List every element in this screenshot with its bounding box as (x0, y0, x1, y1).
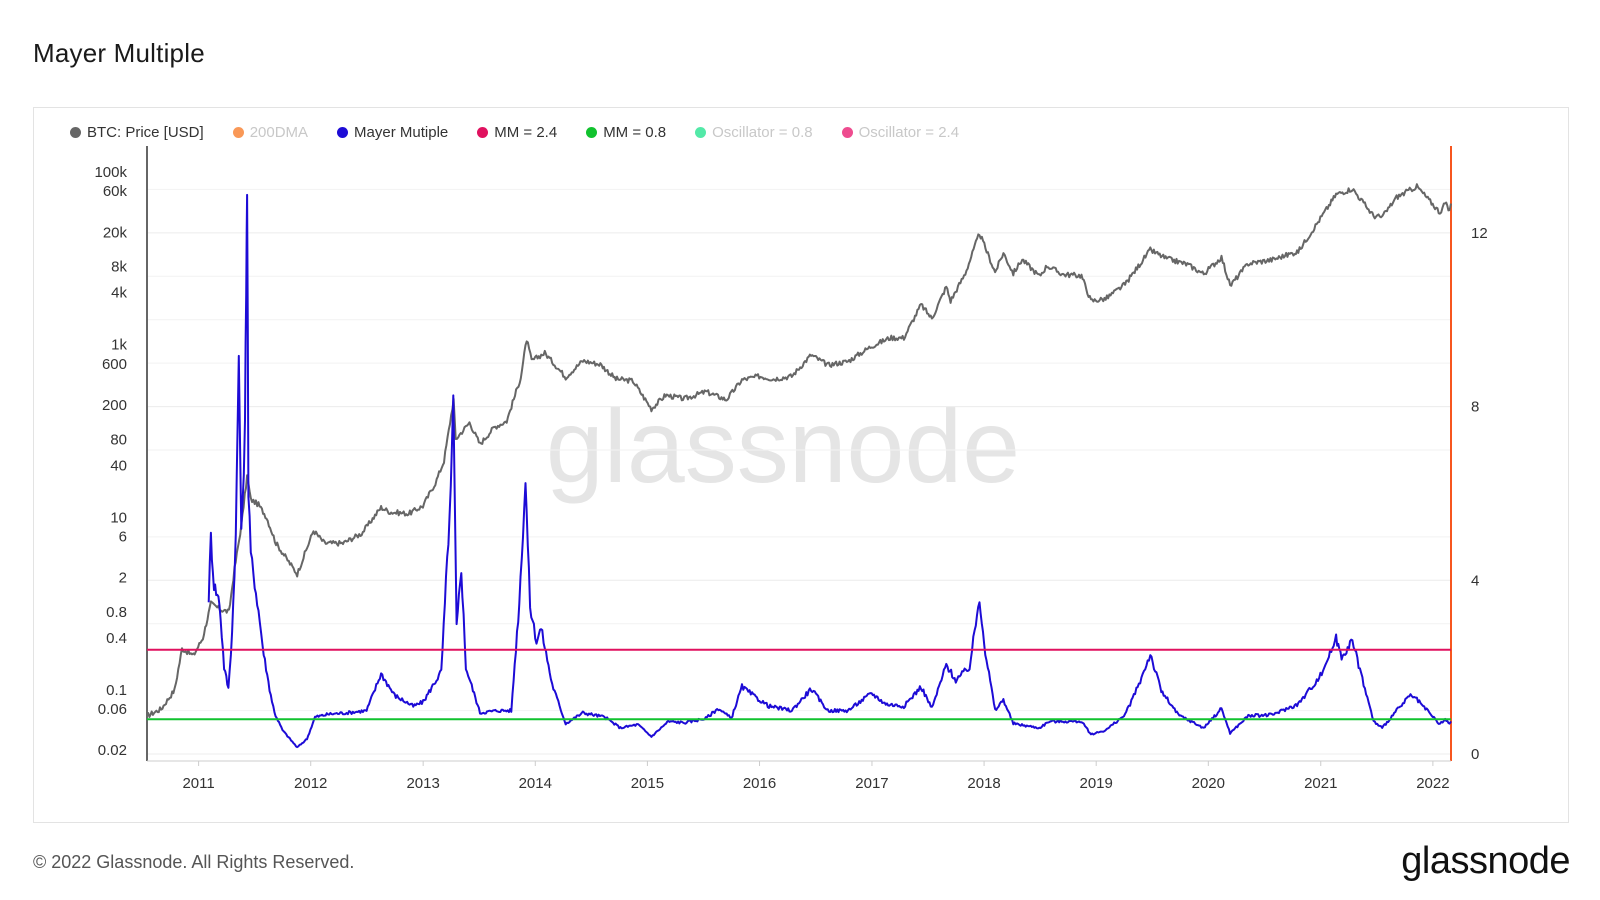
x-tick-label: 2012 (294, 775, 327, 792)
legend-label: MM = 0.8 (603, 123, 667, 141)
legend-item[interactable]: MM = 0.8 (586, 124, 666, 141)
y-left-tick-label: 0.8 (106, 604, 127, 621)
x-tick-label: 2017 (855, 775, 888, 792)
legend-item[interactable]: 200DMA (232, 123, 309, 141)
legend-label: MM = 2.4 (494, 123, 558, 141)
y-left-tick-label: 100k (94, 164, 127, 181)
x-tick-label: 2011 (182, 775, 214, 792)
watermark: glassnode (546, 389, 1020, 505)
x-tick-label: 2014 (519, 775, 552, 792)
y-right-tick-label: 0 (1471, 746, 1479, 763)
axes: 100k60k20k8k4k1k600200804010620.80.40.10… (94, 146, 1488, 792)
x-tick-label: 2016 (743, 775, 776, 792)
legend-dot-icon (70, 126, 81, 138)
x-tick-label: 2015 (631, 775, 664, 792)
legend-label: 200DMA (249, 123, 309, 141)
x-tick-label: 2021 (1304, 775, 1337, 792)
legend-item[interactable]: Oscillator = 0.8 (695, 123, 813, 141)
legend-dot-icon (841, 126, 853, 138)
y-left-tick-label: 6 (119, 528, 127, 545)
y-left-tick-label: 40 (110, 457, 127, 474)
legend-label: BTC: Price [USD] (87, 123, 204, 141)
legend-dot-icon (586, 126, 598, 138)
footer-copyright: © 2022 Glassnode. All Rights Reserved. (33, 852, 355, 872)
legend-item[interactable]: BTC: Price [USD] (70, 124, 204, 141)
mayer-multiple-line (207, 193, 1452, 749)
x-tick-label: 2018 (967, 775, 1000, 792)
legend-item[interactable]: MM = 2.4 (477, 124, 557, 141)
x-tick-label: 2022 (1416, 775, 1449, 792)
legend-label: Mayer Mutiple (354, 123, 449, 141)
x-tick-label: 2020 (1192, 775, 1225, 792)
y-left-tick-label: 0.1 (106, 682, 127, 699)
y-left-tick-label: 20k (103, 224, 128, 241)
y-left-tick-label: 600 (102, 356, 127, 373)
legend-label: Oscillator = 0.8 (712, 123, 813, 141)
y-right-tick-label: 4 (1471, 572, 1479, 589)
glassnode-logo[interactable]: glassnode (1401, 840, 1570, 882)
x-tick-label: 2019 (1080, 775, 1113, 792)
y-left-tick-label: 80 (110, 431, 127, 448)
y-left-tick-label: 0.4 (106, 630, 127, 647)
chart-panel (33, 107, 1569, 823)
y-left-tick-label: 1k (111, 337, 127, 354)
y-left-tick-label: 60k (103, 183, 128, 200)
x-tick-label: 2013 (406, 775, 439, 792)
series-layer (146, 183, 1452, 749)
legend-dot-icon (695, 126, 707, 138)
legend-item[interactable]: Mayer Mutiple (337, 124, 448, 141)
y-left-tick-label: 4k (111, 285, 127, 302)
legend-item[interactable]: Oscillator = 2.4 (841, 123, 960, 141)
y-left-tick-label: 10 (110, 509, 127, 526)
y-left-tick-label: 200 (102, 397, 127, 414)
y-left-tick-label: 0.06 (98, 701, 127, 718)
y-left-tick-label: 8k (111, 259, 127, 276)
y-left-tick-label: 0.02 (98, 742, 127, 759)
legend-dot-icon (337, 126, 349, 138)
y-left-tick-label: 2 (119, 570, 127, 587)
grid-lines (147, 188, 1451, 755)
y-right-tick-label: 12 (1471, 225, 1488, 242)
legend-dot-icon (232, 126, 244, 138)
legend-dot-icon (477, 126, 489, 138)
chart-legend: BTC: Price [USD] 200DMA Mayer Mutiple MM = … (70, 121, 988, 143)
legend-label: Oscillator = 2.4 (858, 123, 960, 141)
y-right-tick-label: 8 (1471, 399, 1479, 416)
btc-price-line (146, 183, 1452, 718)
page-title: Mayer Multiple (33, 38, 205, 68)
